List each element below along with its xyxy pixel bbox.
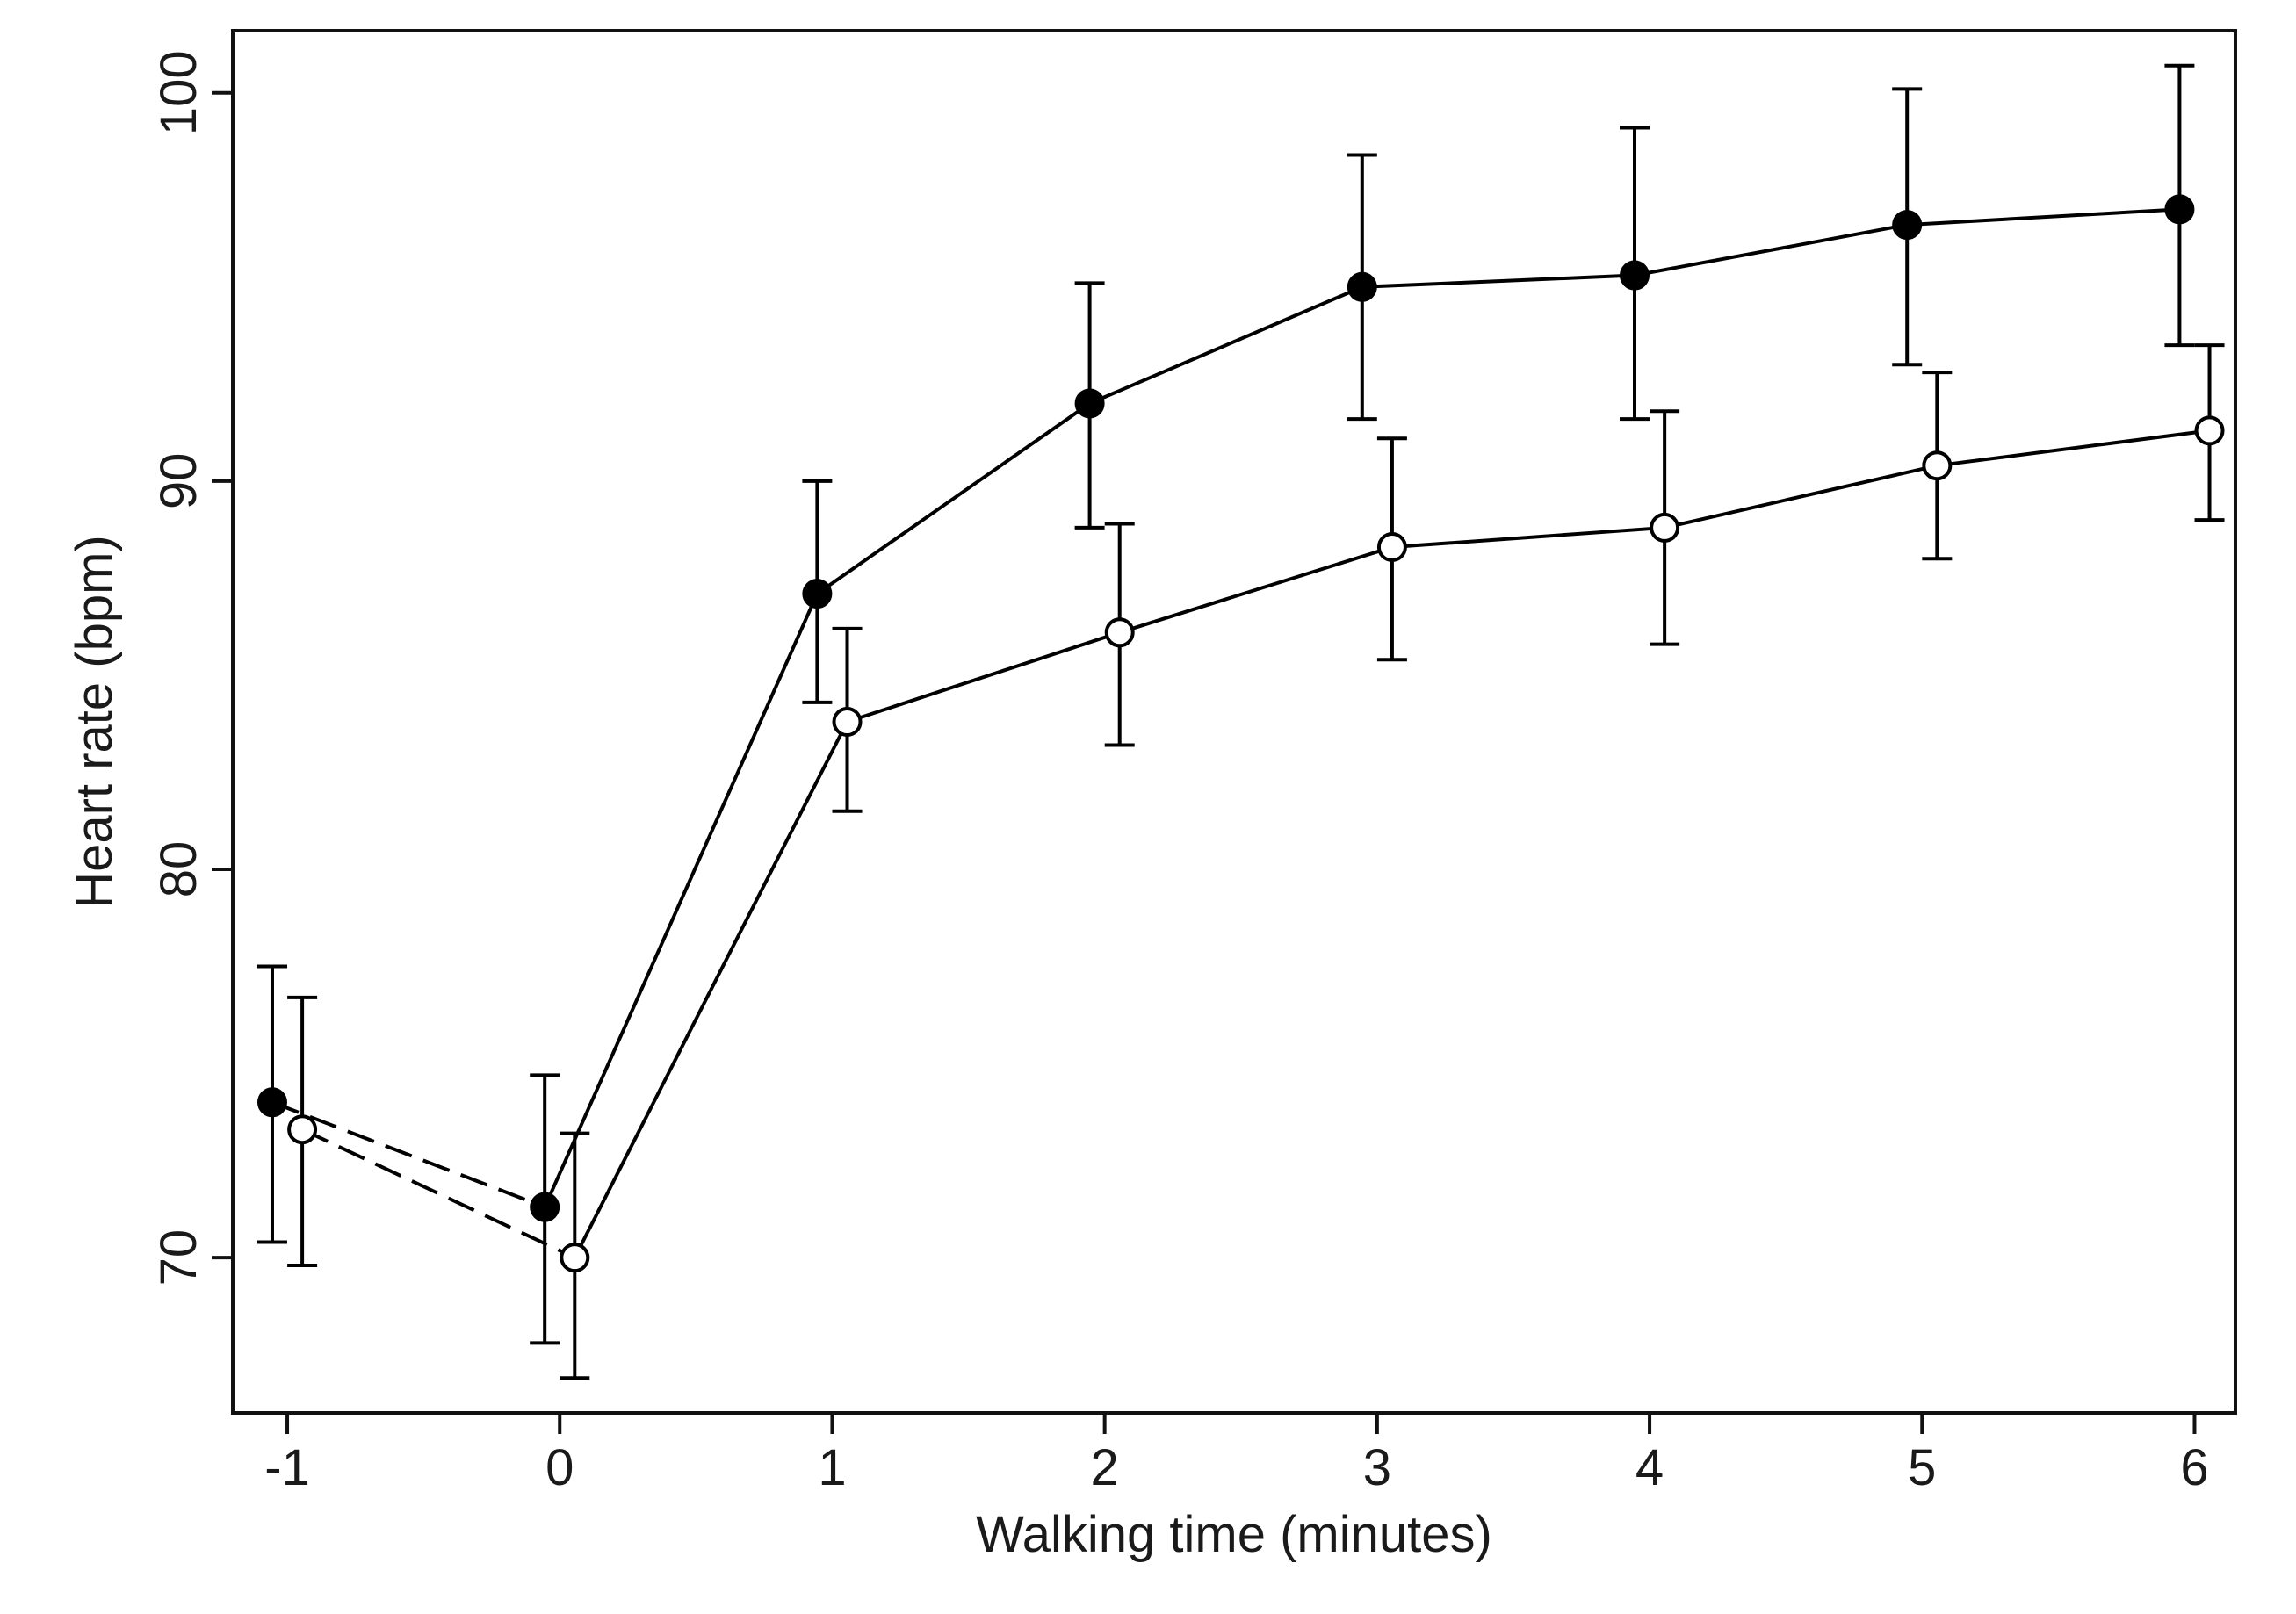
data-point — [256, 1087, 287, 1118]
y-axis-title: Heart rate (bpm) — [66, 535, 123, 908]
series-line-segment — [1119, 545, 1393, 635]
series-line-segment — [1664, 464, 1938, 530]
x-axis-title: Walking time (minutes) — [976, 1506, 1492, 1563]
series-line-segment — [1634, 223, 1908, 277]
series-line-segment — [846, 630, 1121, 724]
series-line-segment — [816, 401, 1091, 595]
x-tick-label: 0 — [545, 1439, 574, 1496]
data-point — [1376, 532, 1407, 563]
series-line-segment — [573, 721, 849, 1259]
series-line-segment — [301, 1128, 576, 1259]
plot-frame — [231, 29, 2237, 1415]
series-layer — [256, 63, 2225, 1380]
series-line-segment — [1088, 285, 1363, 406]
y-tick-label: 80 — [150, 841, 207, 898]
data-point — [1104, 617, 1135, 648]
x-tick-label: 3 — [1363, 1439, 1391, 1496]
y-tick-label: 70 — [150, 1229, 207, 1286]
data-point — [1347, 271, 1377, 302]
series-line-segment — [271, 1100, 545, 1209]
x-axis: -1 0 1 2 3 4 5 6 — [264, 1413, 2209, 1496]
series-line-segment — [1391, 525, 1665, 550]
series-line-segment — [1937, 429, 2210, 468]
data-point — [1922, 450, 1953, 481]
x-tick-label: 5 — [1908, 1439, 1936, 1496]
series-line-segment — [1361, 273, 1635, 289]
data-point — [2164, 194, 2195, 225]
y-tick-label: 90 — [150, 453, 207, 510]
x-tick-label: 1 — [818, 1439, 846, 1496]
series-line-segment — [543, 593, 819, 1208]
data-point — [2194, 415, 2225, 446]
data-point — [560, 1243, 590, 1273]
series-2 — [287, 343, 2225, 1380]
x-tick-label: -1 — [264, 1439, 310, 1496]
data-point — [1892, 210, 1923, 241]
data-point — [802, 579, 833, 609]
y-tick-label: 100 — [150, 50, 207, 135]
data-point — [832, 707, 863, 737]
data-point — [1620, 260, 1650, 291]
series-1 — [256, 63, 2195, 1345]
x-tick-label: 6 — [2180, 1439, 2208, 1496]
x-tick-label: 2 — [1091, 1439, 1119, 1496]
data-point — [287, 1114, 318, 1145]
data-point — [530, 1192, 560, 1222]
y-axis: 70 80 90 100 — [150, 50, 233, 1286]
data-point — [1650, 512, 1680, 543]
data-point — [1074, 388, 1105, 419]
x-tick-label: 4 — [1635, 1439, 1664, 1496]
series-line-segment — [1907, 207, 2180, 227]
